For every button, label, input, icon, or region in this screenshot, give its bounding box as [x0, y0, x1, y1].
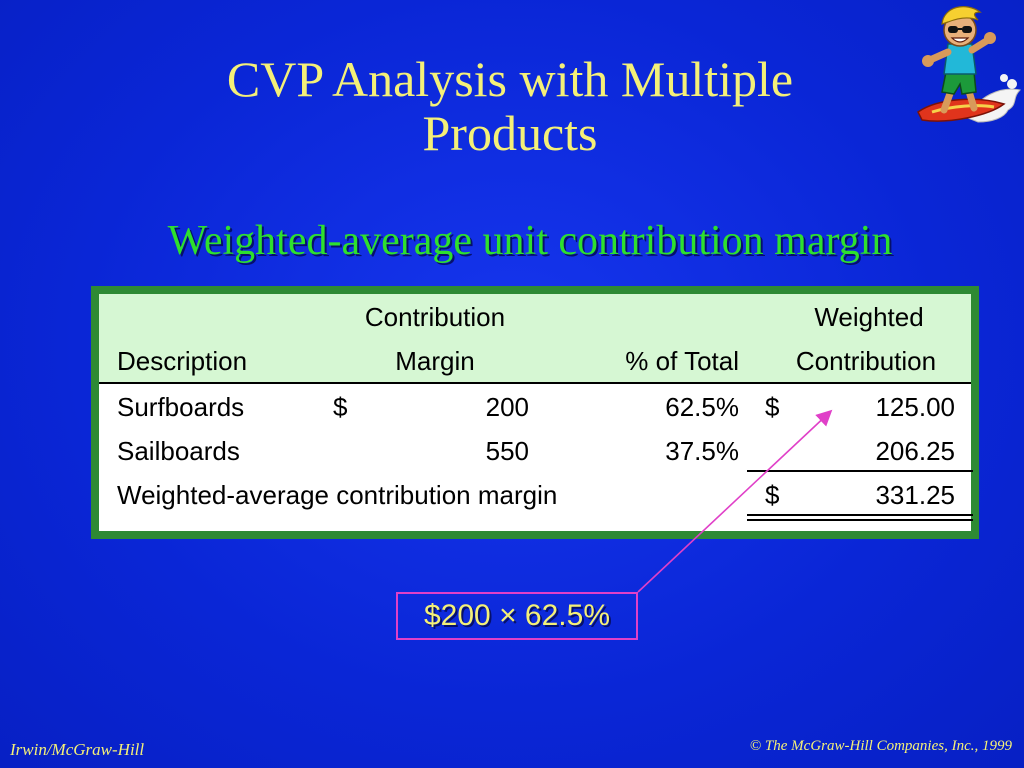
subtotal-underline [747, 470, 973, 472]
slide-title: CVP Analysis with Multiple Products [150, 52, 870, 160]
row-description: Sailboards [117, 436, 240, 466]
total-double-underline-top [747, 514, 973, 516]
total-value: 331.25 [875, 480, 955, 510]
calculation-callout: $200 × 62.5% [396, 592, 638, 640]
total-label: Weighted-average contribution margin [117, 480, 558, 510]
slide-title-line2: Products [422, 105, 598, 161]
row-cm: 550 [485, 436, 529, 466]
row-wc: 206.25 [875, 436, 955, 466]
header-pct: % of Total [625, 346, 739, 376]
header-cm-top: Contribution [364, 302, 506, 332]
header-wc-top: Weighted [814, 302, 924, 332]
footer-copyright: © The McGraw-Hill Companies, Inc., 1999 [749, 738, 1012, 754]
table-header [99, 294, 971, 382]
row-wc: 125.00 [875, 392, 955, 422]
header-cm-bottom: Margin [395, 346, 475, 376]
header-wc-bottom: Contribution [795, 346, 937, 376]
slide-subtitle: Weighted-average unit contribution margi… [167, 218, 893, 264]
header-divider [99, 382, 971, 384]
row-wc-dollar: $ [765, 392, 780, 422]
header-description: Description [117, 346, 248, 376]
row-pct: 37.5% [665, 436, 739, 466]
footer-publisher: Irwin/McGraw-Hill [10, 740, 145, 759]
total-dollar: $ [765, 480, 780, 510]
surfer-clipart-icon [917, 6, 1022, 123]
row-description: Surfboards [117, 392, 245, 422]
total-double-underline-bottom [747, 519, 973, 521]
row-cm: 200 [485, 392, 529, 422]
slide-title-line1: CVP Analysis with Multiple [226, 51, 794, 107]
row-cm-dollar: $ [333, 392, 348, 422]
row-pct: 62.5% [665, 392, 739, 422]
